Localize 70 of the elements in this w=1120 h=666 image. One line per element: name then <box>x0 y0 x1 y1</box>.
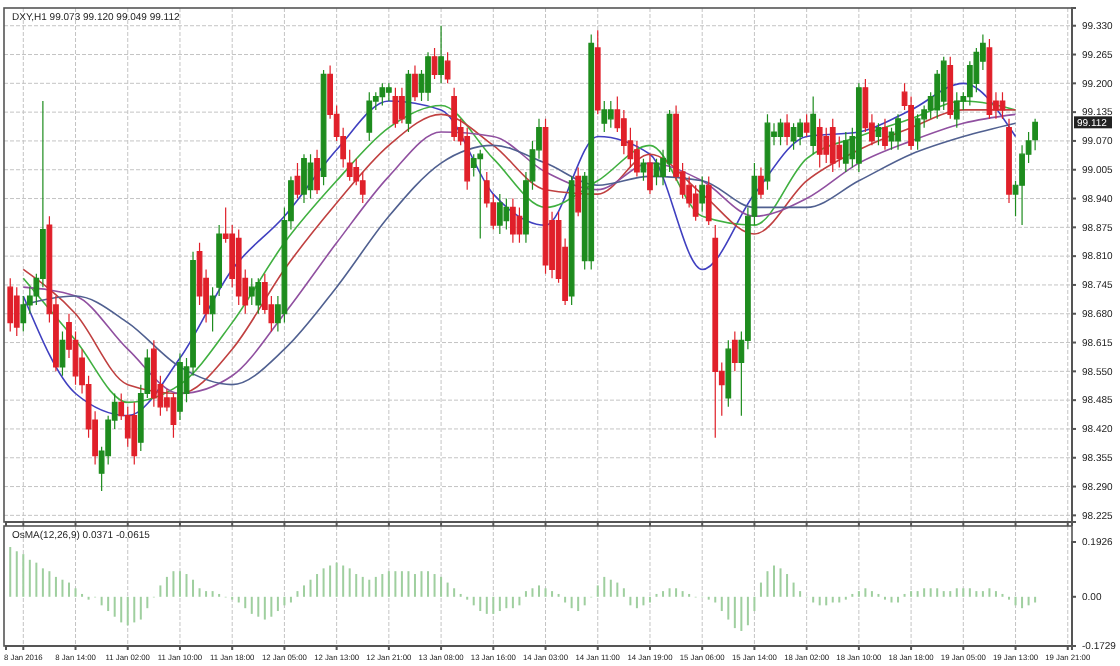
candlestick <box>882 118 888 151</box>
candlestick <box>431 47 438 80</box>
candlestick <box>640 158 647 182</box>
candlestick <box>379 82 386 107</box>
candlestick <box>842 131 849 173</box>
candlestick <box>810 96 817 155</box>
candlestick <box>803 113 810 138</box>
candlestick <box>712 224 719 439</box>
candlestick <box>823 127 830 164</box>
candlestick <box>588 33 595 271</box>
candlestick <box>607 100 614 129</box>
candlestick <box>131 401 138 465</box>
candlestick <box>999 91 1006 120</box>
candlestick <box>170 392 177 439</box>
candlestick <box>510 197 516 244</box>
candlestick <box>516 206 523 244</box>
candlestick <box>248 277 255 306</box>
candlestick <box>314 149 320 195</box>
candlestick <box>568 175 575 306</box>
candlestick <box>829 118 836 173</box>
candlestick <box>575 166 582 217</box>
candlestick <box>790 122 797 151</box>
candlestick <box>797 118 803 146</box>
candlestick <box>177 353 183 421</box>
candlestick <box>425 51 431 102</box>
candlestick <box>855 82 862 173</box>
candlestick <box>294 162 301 200</box>
candlestick <box>653 158 660 186</box>
candlestick <box>59 330 66 377</box>
candlestick <box>875 122 882 146</box>
candlestick <box>731 330 738 372</box>
candlestick <box>392 87 399 129</box>
candlestick <box>235 228 242 306</box>
candlestick <box>503 197 510 231</box>
candlestick <box>699 175 706 213</box>
candlestick <box>255 277 262 315</box>
candlestick <box>594 29 601 115</box>
candlestick <box>947 56 954 120</box>
candlestick <box>20 295 27 333</box>
candlestick <box>320 69 327 186</box>
candlestick <box>1006 118 1012 204</box>
candlestick <box>464 127 471 191</box>
candlestick <box>13 286 20 337</box>
candlestick <box>816 118 823 169</box>
candlestick <box>477 149 484 240</box>
candlestick <box>301 153 307 204</box>
candlestick <box>150 339 157 408</box>
candlestick <box>986 38 993 120</box>
candlestick <box>784 113 790 146</box>
candlestick <box>7 277 14 333</box>
candlestick <box>451 87 458 142</box>
candlestick <box>758 166 764 200</box>
candlestick <box>940 56 947 111</box>
candlestick <box>601 100 608 133</box>
candlestick <box>444 51 451 84</box>
candlestick <box>914 113 921 151</box>
candlestick <box>725 339 732 408</box>
candlestick <box>385 82 392 102</box>
candlestick <box>953 91 960 129</box>
candlestick <box>496 193 503 235</box>
candlestick <box>366 91 373 142</box>
candlestick <box>705 175 712 226</box>
candlestick <box>307 153 314 200</box>
candlestick <box>692 184 699 222</box>
candlestick <box>399 87 405 124</box>
candlestick <box>412 65 418 102</box>
candlestick <box>438 25 444 84</box>
candlestick <box>777 118 784 146</box>
candlestick <box>647 153 653 195</box>
candlestick <box>895 113 901 151</box>
